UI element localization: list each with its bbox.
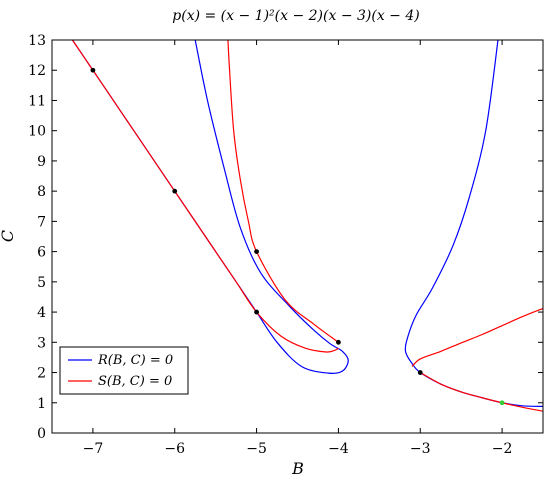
series-1-line xyxy=(419,372,543,412)
marked-point xyxy=(254,309,259,315)
y-tick-label: 0 xyxy=(37,426,46,442)
x-tick-label: −5 xyxy=(246,441,267,457)
legend-label-0: R(B, C) = 0 xyxy=(97,353,173,368)
y-tick-label: 13 xyxy=(28,33,46,49)
marked-point xyxy=(499,400,505,406)
y-tick-label: 2 xyxy=(37,366,46,382)
chart-title: p(x) = (x − 1)²(x − 2)(x − 3)(x − 4) xyxy=(172,8,419,24)
y-tick-label: 4 xyxy=(37,305,46,321)
marked-point xyxy=(417,370,423,375)
x-tick-label: −4 xyxy=(328,441,349,457)
marked-point xyxy=(172,188,178,194)
curves xyxy=(71,40,543,412)
x-tick-label: −2 xyxy=(492,441,513,457)
x-axis-label: B xyxy=(291,459,304,478)
y-tick-label: 7 xyxy=(37,214,46,230)
series-1-line xyxy=(71,40,339,353)
y-tick-label: 6 xyxy=(37,245,46,261)
x-tick-label: −3 xyxy=(410,441,431,457)
x-tick-label: −6 xyxy=(164,441,185,457)
y-axis-label: C xyxy=(0,230,17,242)
plot-area xyxy=(71,40,543,412)
series-1-line xyxy=(227,40,339,343)
y-tick-label: 10 xyxy=(28,124,46,140)
series-0-line xyxy=(404,40,543,407)
legend-box xyxy=(59,346,189,395)
y-tick-label: 9 xyxy=(37,154,46,170)
y-tick-label: 12 xyxy=(28,63,46,79)
y-tick-label: 5 xyxy=(37,275,46,291)
plot-frame xyxy=(51,39,544,434)
y-tick-label: 11 xyxy=(28,93,46,109)
y-tick-label: 1 xyxy=(37,396,46,412)
marked-point xyxy=(90,67,96,73)
y-tick-label: 8 xyxy=(37,184,46,200)
series-1-line xyxy=(411,307,543,367)
marked-point xyxy=(254,249,259,255)
legend-label-1: S(B, C) = 0 xyxy=(98,374,172,389)
series-0-line xyxy=(71,40,349,375)
x-tick-label: −7 xyxy=(83,441,104,457)
y-tick-label: 3 xyxy=(37,335,46,351)
marked-point xyxy=(336,339,341,345)
legend: R(B, C) = 0 S(B, C) = 0 xyxy=(59,346,189,395)
